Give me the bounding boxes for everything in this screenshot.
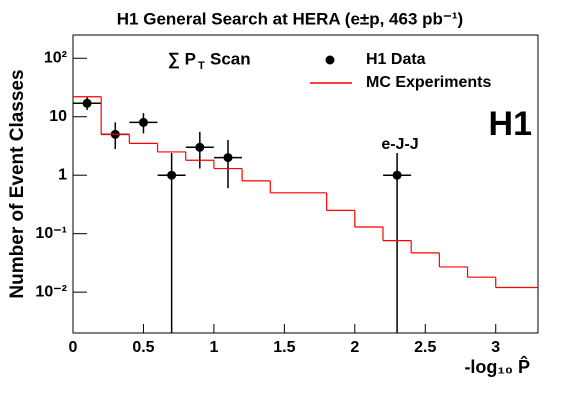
data-point [392, 170, 402, 180]
data-point [195, 142, 205, 152]
x-tick-label: 0 [69, 339, 78, 356]
y-axis-label: Number of Event Classes [7, 69, 28, 298]
data-point [223, 153, 233, 163]
data-point [167, 170, 177, 180]
plot-frame [72, 34, 539, 334]
legend-label: MC Experiments [366, 74, 491, 91]
y-tick-label: 10² [44, 49, 67, 66]
x-tick-label: 3 [491, 339, 500, 356]
y-tick-label: 10 [49, 108, 67, 125]
point-label: e-J-J [381, 136, 418, 153]
y-tick-label: 10⁻² [35, 283, 67, 300]
x-axis-label: -log₁₀ P̂ [464, 356, 530, 377]
plot-area [73, 96, 538, 333]
x-tick-label: 0.5 [132, 339, 154, 356]
legend-marker [325, 55, 335, 65]
y-tick-label: 1 [58, 166, 67, 183]
data-point [138, 117, 148, 127]
chart-title: H1 General Search at HERA (e±p, 463 pb⁻¹… [117, 9, 463, 28]
logo: H1 [489, 105, 532, 143]
annotation-sub: T [198, 60, 205, 72]
legend-label: H1 Data [366, 51, 426, 68]
x-tick-label: 1.5 [273, 339, 295, 356]
x-tick-label: 2.5 [414, 339, 436, 356]
data-point [82, 98, 92, 108]
annotation: ∑ P [168, 49, 196, 68]
x-tick-label: 1 [209, 339, 218, 356]
y-tick-label: 10⁻¹ [35, 225, 67, 242]
x-tick-label: 2 [350, 339, 359, 356]
annotation: Scan [210, 49, 251, 68]
